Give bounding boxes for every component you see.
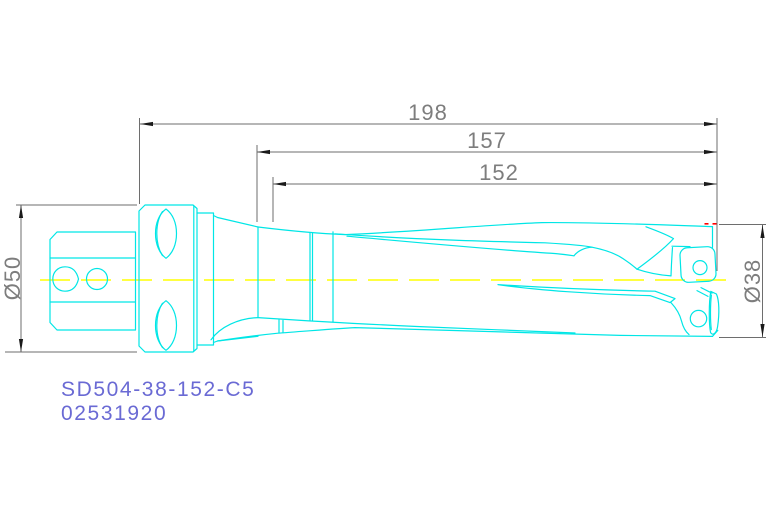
shank-hole (85, 267, 109, 291)
body-bottom-silhouette (216, 327, 714, 342)
part-number-text: SD504-38-152-C5 (61, 378, 255, 401)
flute-tip-edge (636, 226, 675, 270)
dimensions: 198 157 152 Ø50 Ø38 (0, 100, 766, 353)
cutting-tip (679, 223, 720, 337)
drill-tool-geometry (49, 204, 720, 353)
dimension-flange-diameter: Ø50 (0, 205, 25, 352)
dimension-flute-length: 152 (273, 160, 717, 187)
drill-body (210, 221, 714, 342)
dimension-label-157: 157 (467, 128, 507, 153)
flange-slot-upper (154, 208, 178, 259)
dimension-label-198: 198 (408, 100, 448, 125)
shank (49, 231, 137, 331)
body-top-silhouette (257, 221, 714, 236)
flute-groove-bottom (257, 317, 576, 334)
flange (138, 204, 198, 353)
lower-flute-wedge (497, 284, 676, 304)
drive-slot (52, 266, 80, 292)
dimension-label-152: 152 (479, 160, 519, 185)
flute-edge-b (346, 235, 575, 257)
dimension-cut-diameter: Ø38 (740, 225, 765, 337)
flange-slot-lower (154, 300, 178, 351)
dimension-length-overall: 198 (140, 100, 717, 127)
order-code-text: 02531920 (61, 402, 167, 425)
flute-edge-a (334, 233, 638, 270)
insert-bottom-screw (689, 309, 708, 328)
dimension-label-d50: Ø50 (0, 256, 25, 301)
part-labels: SD504-38-152-C5 02531920 (61, 378, 255, 425)
insert-top-screw (692, 260, 708, 276)
insert-top (679, 246, 717, 283)
body-joint-lines (309, 231, 334, 323)
dimension-label-d38: Ø38 (740, 259, 765, 304)
dimension-length-body: 157 (257, 128, 717, 155)
